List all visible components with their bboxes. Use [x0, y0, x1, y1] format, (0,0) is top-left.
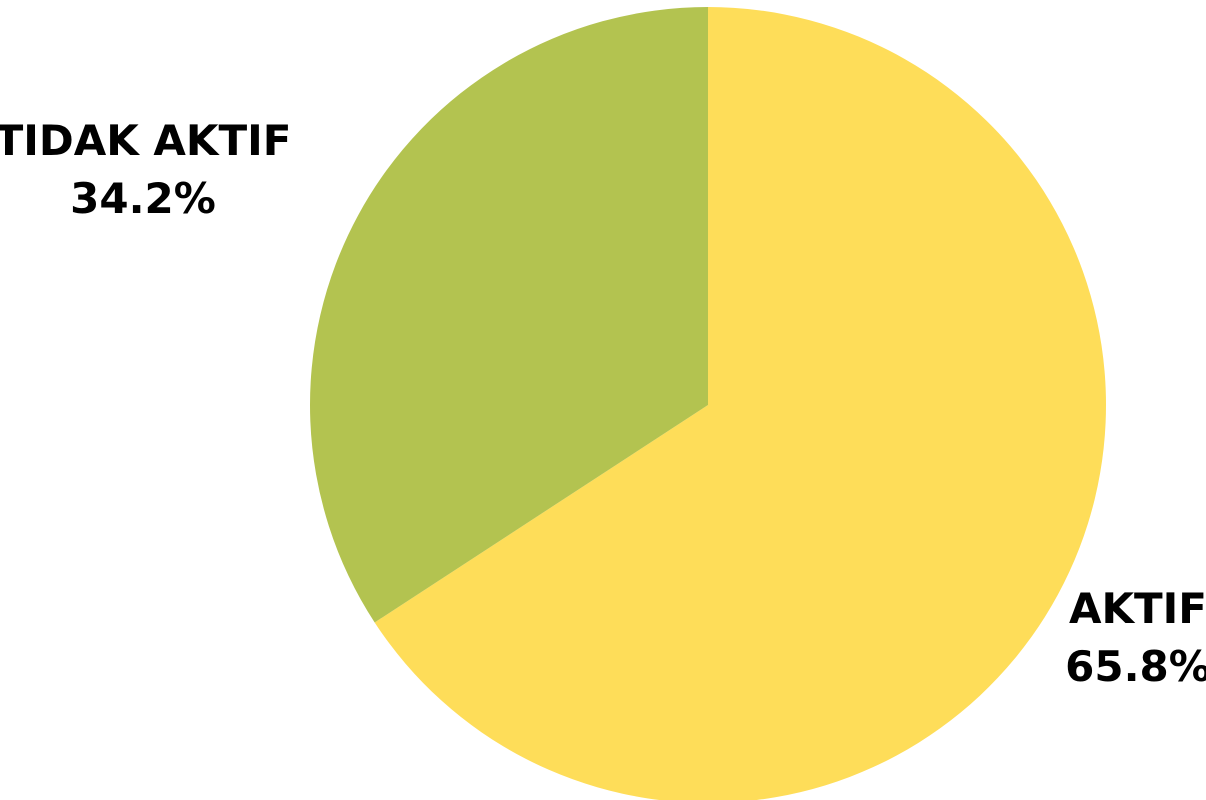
slice-label-aktif: AKTIF 65.8%: [1065, 584, 1206, 691]
slice-value-label: 65.8%: [1065, 642, 1206, 691]
slice-label-tidak-aktif: TIDAK AKTIF 34.2%: [0, 116, 291, 223]
slice-category-label: TIDAK AKTIF: [0, 116, 291, 165]
pie-labels: AKTIF 65.8% TIDAK AKTIF 34.2%: [0, 116, 1206, 691]
slice-value-label: 34.2%: [70, 174, 216, 223]
pie-slice-aktif: [374, 7, 1106, 800]
pie-slice-tidak-aktif: [309, 7, 708, 623]
slice-category-label: AKTIF: [1069, 584, 1206, 633]
pie-slices: [309, 7, 1106, 800]
